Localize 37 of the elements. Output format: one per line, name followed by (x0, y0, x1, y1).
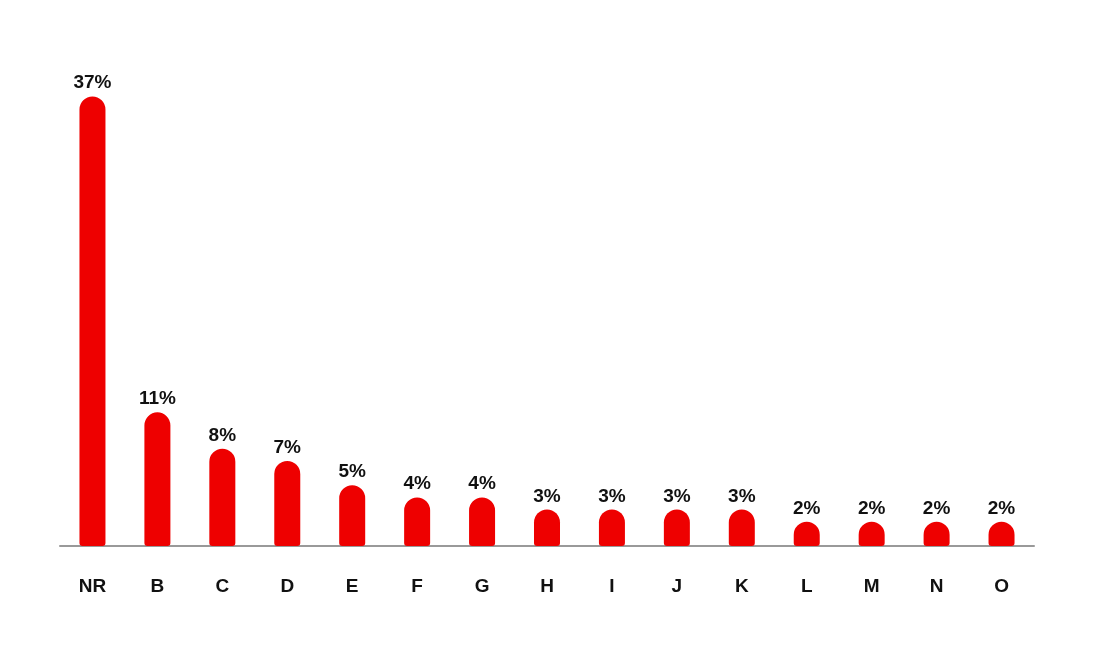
data-label: 11% (138, 387, 176, 409)
data-label: 4% (468, 472, 496, 494)
data-label: 5% (338, 460, 367, 482)
data-label: 37% (73, 71, 112, 93)
x-tick-label: D (280, 575, 295, 596)
data-label: 2% (987, 496, 1016, 518)
bar (274, 460, 301, 546)
x-tick-label: N (929, 575, 944, 596)
data-label: 7% (273, 435, 302, 457)
x-tick-label: M (863, 575, 880, 596)
x-tick-label: E (345, 575, 359, 596)
bar (339, 485, 366, 546)
bar (209, 448, 236, 546)
x-tick-label: G (474, 575, 490, 596)
data-label: 2% (922, 496, 951, 518)
x-tick-label: K (734, 575, 749, 596)
data-label: 8% (208, 423, 237, 445)
x-tick-label: L (800, 575, 813, 596)
bar (79, 96, 106, 546)
data-label: 4% (403, 472, 431, 494)
bar (469, 497, 496, 546)
x-tick-label: NR (78, 575, 107, 596)
x-tick-label: C (215, 575, 230, 596)
x-tick-label: J (671, 575, 683, 596)
data-label: 3% (598, 484, 626, 506)
x-tick-label: I (609, 575, 615, 596)
data-label: 2% (857, 496, 886, 518)
bar (144, 412, 171, 546)
bar (404, 497, 431, 546)
data-label: 3% (728, 484, 756, 506)
x-tick-label: H (540, 575, 554, 596)
data-label: 3% (663, 484, 691, 506)
data-label: 3% (533, 484, 561, 506)
x-tick-label: F (411, 575, 423, 596)
data-label: 2% (793, 496, 821, 518)
x-tick-label: O (994, 575, 1009, 596)
x-tick-label: B (150, 575, 165, 596)
